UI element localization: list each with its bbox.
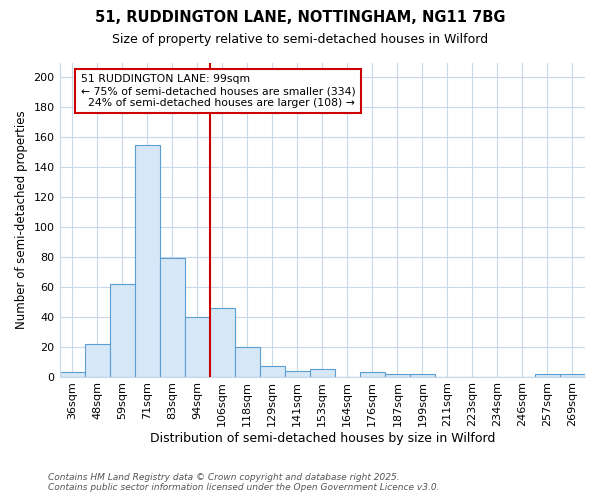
Bar bbox=[85, 344, 110, 376]
Y-axis label: Number of semi-detached properties: Number of semi-detached properties bbox=[15, 110, 28, 329]
Bar bbox=[310, 369, 335, 376]
Bar bbox=[560, 374, 585, 376]
X-axis label: Distribution of semi-detached houses by size in Wilford: Distribution of semi-detached houses by … bbox=[149, 432, 495, 445]
Bar bbox=[360, 372, 385, 376]
Text: Size of property relative to semi-detached houses in Wilford: Size of property relative to semi-detach… bbox=[112, 32, 488, 46]
Bar bbox=[134, 145, 160, 376]
Bar bbox=[410, 374, 435, 376]
Text: 51 RUDDINGTON LANE: 99sqm
← 75% of semi-detached houses are smaller (334)
  24% : 51 RUDDINGTON LANE: 99sqm ← 75% of semi-… bbox=[81, 74, 356, 108]
Text: Contains HM Land Registry data © Crown copyright and database right 2025.
Contai: Contains HM Land Registry data © Crown c… bbox=[48, 473, 439, 492]
Bar bbox=[59, 372, 85, 376]
Bar bbox=[285, 370, 310, 376]
Bar bbox=[535, 374, 560, 376]
Bar bbox=[160, 258, 185, 376]
Bar bbox=[260, 366, 285, 376]
Bar bbox=[209, 308, 235, 376]
Bar bbox=[235, 346, 260, 376]
Bar bbox=[385, 374, 410, 376]
Text: 51, RUDDINGTON LANE, NOTTINGHAM, NG11 7BG: 51, RUDDINGTON LANE, NOTTINGHAM, NG11 7B… bbox=[95, 10, 505, 25]
Bar bbox=[185, 317, 209, 376]
Bar bbox=[110, 284, 134, 376]
